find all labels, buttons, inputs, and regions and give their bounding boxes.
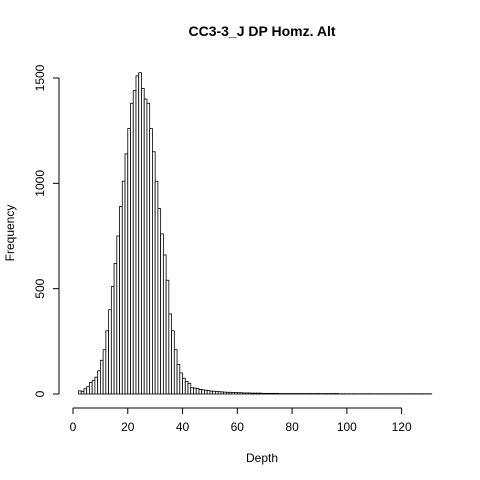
histogram-bar xyxy=(149,128,153,395)
y-tick-label: 500 xyxy=(33,278,47,298)
chart-title: CC3-3_J DP Homz. Alt xyxy=(188,23,335,39)
histogram-bar xyxy=(256,392,260,395)
x-tick-label: 0 xyxy=(70,420,77,434)
histogram-bar xyxy=(94,376,99,395)
histogram-bar xyxy=(179,372,183,395)
histogram-bar xyxy=(204,389,208,395)
histogram-bar xyxy=(89,382,93,395)
histogram-bar xyxy=(135,75,140,395)
y-tick-label: 1000 xyxy=(33,170,47,197)
histogram-bar xyxy=(217,391,222,395)
histogram-bar xyxy=(212,390,216,395)
histogram-bar xyxy=(80,391,85,395)
histogram-bar xyxy=(165,279,170,395)
histogram-bar xyxy=(91,379,96,395)
histogram-bar xyxy=(97,370,101,395)
histogram-bar xyxy=(119,206,123,395)
y-axis: 0 500 1000 1500 xyxy=(33,64,60,397)
histogram-bar xyxy=(116,235,120,395)
histogram-bar xyxy=(187,383,192,395)
x-tick-label: 60 xyxy=(231,420,245,434)
histogram-bar xyxy=(220,391,225,395)
histogram-bar xyxy=(253,392,257,395)
histogram-bar xyxy=(228,391,233,395)
histogram-bar xyxy=(264,392,268,395)
histogram-bar xyxy=(225,391,230,395)
histogram-bar xyxy=(269,392,274,395)
histogram-bar xyxy=(99,359,104,395)
histogram-bar xyxy=(127,128,131,395)
histogram-bar xyxy=(102,349,107,395)
x-tick-label: 120 xyxy=(392,420,412,434)
histogram-bar xyxy=(154,180,159,395)
histogram-bar xyxy=(105,330,110,395)
histogram-bar xyxy=(247,392,252,395)
histogram-bar xyxy=(234,392,238,395)
histogram-bar xyxy=(206,390,211,395)
histogram-bar xyxy=(236,392,241,395)
histogram-bar xyxy=(242,392,246,395)
histogram-bar xyxy=(275,392,279,395)
histogram-bar xyxy=(152,151,156,395)
y-tick-label: 0 xyxy=(33,390,47,397)
histogram-bar xyxy=(184,380,189,395)
x-tick-label: 40 xyxy=(176,420,190,434)
histogram-bar xyxy=(132,90,137,395)
histogram-bar xyxy=(162,254,167,395)
histogram-bar xyxy=(113,262,118,395)
histogram-bar xyxy=(176,364,181,395)
y-tick-label: 1500 xyxy=(33,64,47,91)
histogram-bar xyxy=(138,72,142,395)
histogram-bar xyxy=(201,389,205,395)
histogram-bar xyxy=(143,98,148,395)
histogram-bar xyxy=(182,377,186,395)
x-tick-label: 20 xyxy=(121,420,135,434)
x-axis: 0 20 40 60 80 100 120 xyxy=(70,407,412,434)
x-tick-label: 80 xyxy=(285,420,299,434)
histogram-bar xyxy=(214,391,219,395)
histogram-bar xyxy=(261,392,266,395)
histogram-bar xyxy=(250,392,255,395)
histogram-bar xyxy=(258,392,263,395)
histogram-bar xyxy=(124,153,129,395)
histogram-bar xyxy=(86,386,90,395)
histogram-bar xyxy=(198,388,203,395)
histogram-bar xyxy=(141,88,145,395)
histogram-bar xyxy=(195,388,200,395)
histogram-bar xyxy=(223,391,227,395)
histogram-bar xyxy=(245,392,249,395)
bars-group xyxy=(78,72,433,395)
histogram-bar xyxy=(171,330,175,395)
histogram-bar xyxy=(272,392,277,395)
histogram-bar xyxy=(78,390,82,395)
histogram-bar xyxy=(231,392,235,395)
histogram-bar xyxy=(267,392,271,395)
histogram-bar xyxy=(209,390,214,395)
histogram-bar xyxy=(173,349,178,395)
histogram-bar xyxy=(83,388,88,395)
x-tick-label: 100 xyxy=(337,420,357,434)
histogram-bar xyxy=(157,208,162,395)
histogram-bar xyxy=(110,286,115,395)
y-axis-label: Frequency xyxy=(3,205,17,262)
histogram-bar xyxy=(190,387,194,395)
histogram-bar xyxy=(239,392,244,395)
histogram-bar xyxy=(108,309,112,395)
x-axis-label: Depth xyxy=(246,451,278,465)
histogram-bar xyxy=(146,102,151,395)
histogram-bar xyxy=(193,387,197,395)
histogram-bar xyxy=(130,102,134,395)
histogram-bar xyxy=(121,180,126,395)
histogram-bar xyxy=(160,233,164,395)
histogram-bar xyxy=(168,313,172,395)
